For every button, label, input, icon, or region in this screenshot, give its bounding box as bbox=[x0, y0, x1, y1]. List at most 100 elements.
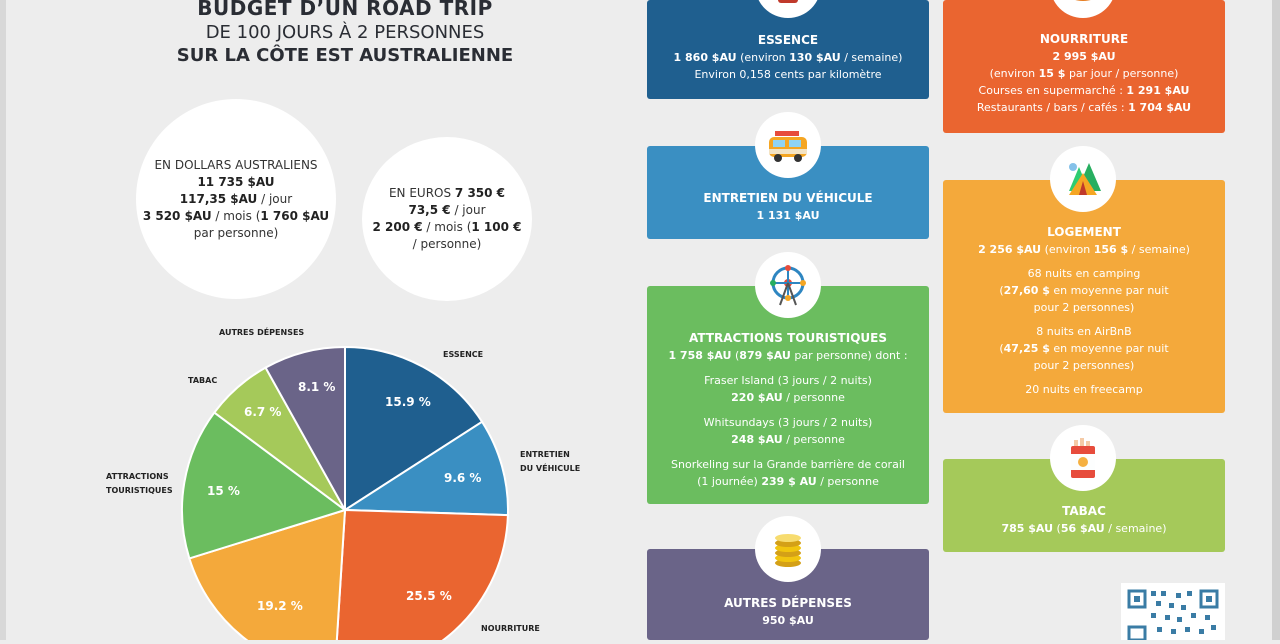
card-logement-airbnb-note: pour 2 personnes) bbox=[1033, 359, 1135, 372]
slice-essence bbox=[344, 345, 484, 512]
card-logement-airbnb-price: 47,25 $ bbox=[1003, 342, 1050, 355]
card-attractions: ATTRACTIONS TOURISTIQUES 1 758 $AU (879 … bbox=[647, 286, 929, 504]
aud-per-day-unit: / jour bbox=[257, 191, 293, 206]
card-attractions-whitsundays-price: 248 $AU bbox=[731, 433, 783, 446]
card-tabac-amount: 785 $AU bbox=[1001, 522, 1054, 535]
slice-nourriture bbox=[335, 508, 509, 640]
slice-logement bbox=[188, 508, 347, 640]
card-attractions-fraser-unit: / personne bbox=[782, 391, 845, 404]
ferris-wheel-icon bbox=[755, 252, 821, 318]
card-nourriture-daily: 15 $ bbox=[1038, 67, 1066, 80]
card-logement-title: LOGEMENT bbox=[1047, 225, 1121, 239]
qr-code bbox=[1121, 583, 1225, 642]
fuel-pump-icon bbox=[755, 0, 821, 18]
eur-per-day-unit: / jour bbox=[450, 203, 486, 217]
left-border bbox=[0, 0, 6, 640]
pie-label-entretien-1: ENTRETIEN bbox=[520, 450, 570, 459]
card-tabac-title: TABAC bbox=[1062, 504, 1106, 518]
card-logement-amount: 2 256 $AU bbox=[978, 243, 1042, 256]
pie-value-tabac: 6.7 % bbox=[244, 405, 282, 419]
card-attractions-snorkeling-unit: / personne bbox=[816, 475, 879, 488]
title-line-1: BUDGET D’UN ROAD TRIP bbox=[197, 0, 493, 20]
card-nourriture-daily-unit: par jour / personne) bbox=[1065, 67, 1179, 80]
aud-summary-circle: EN DOLLARS AUSTRALIENS 11 735 $AU 117,35… bbox=[136, 99, 336, 299]
card-attractions-snorkeling-price: 239 $ AU bbox=[761, 475, 817, 488]
card-attractions-fraser-price: 220 $AU bbox=[731, 391, 783, 404]
card-essence-paren: (environ bbox=[736, 51, 790, 64]
pie-label-attractions-2: TOURISTIQUES bbox=[106, 486, 173, 495]
eur-per-person: 1 100 € bbox=[471, 220, 522, 234]
cigarette-pack-icon bbox=[1050, 425, 1116, 491]
pie-label-attractions-1: ATTRACTIONS bbox=[106, 472, 169, 481]
card-logement-airbnb: 8 nuits en AirBnB bbox=[1036, 325, 1132, 338]
title-line-3: SUR LA CÔTE EST AUSTRALIENNE bbox=[176, 45, 514, 66]
pie-label-entretien-2: DU VÉHICULE bbox=[520, 464, 581, 473]
card-autres-title: AUTRES DÉPENSES bbox=[724, 596, 852, 610]
slice-autres bbox=[264, 345, 346, 514]
card-logement-camping: 68 nuits en camping bbox=[1027, 267, 1141, 280]
food-icon bbox=[1050, 0, 1116, 18]
card-nourriture-supermarket-price: 1 291 $AU bbox=[1126, 84, 1190, 97]
card-logement-freecamp: 20 nuits en freecamp bbox=[1025, 383, 1143, 396]
card-logement-airbnb-unit: en moyenne par nuit bbox=[1049, 342, 1169, 355]
card-essence-weekly: 130 $AU bbox=[789, 51, 841, 64]
tent-icon bbox=[1050, 146, 1116, 212]
card-attractions-per-person: 879 $AU bbox=[739, 349, 791, 362]
slice-attractions bbox=[181, 411, 348, 560]
card-logement-camping-price: 27,60 $ bbox=[1003, 284, 1050, 297]
card-logement-camping-note: pour 2 personnes) bbox=[1033, 301, 1135, 314]
card-tabac-paren: ( bbox=[1053, 522, 1061, 535]
card-nourriture: NOURRITURE 2 995 $AU (environ 15 $ par j… bbox=[943, 0, 1225, 133]
card-attractions-whitsundays: Whitsundays (3 jours / 2 nuits) bbox=[703, 416, 873, 429]
pie-value-essence: 15.9 % bbox=[385, 395, 431, 409]
card-essence-amount: 1 860 $AU bbox=[673, 51, 737, 64]
eur-total: 7 350 € bbox=[454, 186, 506, 200]
card-tabac-weekly: 56 $AU bbox=[1060, 522, 1105, 535]
card-nourriture-title: NOURRITURE bbox=[1039, 32, 1129, 46]
card-autres-amount: 950 $AU bbox=[762, 614, 814, 627]
van-icon bbox=[755, 112, 821, 178]
pie-value-attractions: 15 % bbox=[207, 484, 240, 498]
card-essence-title: ESSENCE bbox=[757, 33, 819, 47]
card-attractions-snorkeling: Snorkeling sur la Grande barrière de cor… bbox=[671, 458, 905, 471]
eur-per-month: 2 200 € bbox=[372, 220, 423, 234]
card-entretien-title: ENTRETIEN DU VÉHICULE bbox=[703, 191, 873, 205]
pie-value-autres: 8.1 % bbox=[298, 380, 336, 394]
card-tabac-weekly-unit: / semaine) bbox=[1104, 522, 1167, 535]
card-logement-weekly-unit: / semaine) bbox=[1128, 243, 1190, 256]
pie-label-autres: AUTRES DÉPENSES bbox=[219, 328, 305, 337]
aud-per-person: 1 760 $AU bbox=[260, 208, 330, 223]
card-nourriture-supermarket: Courses en supermarché : bbox=[978, 84, 1127, 97]
card-essence-weekly-unit: / semaine) bbox=[840, 51, 903, 64]
card-attractions-paren: ( bbox=[731, 349, 740, 362]
card-nourriture-restaurants-price: 1 704 $AU bbox=[1128, 101, 1192, 114]
aud-per-person-unit: par personne) bbox=[193, 225, 279, 240]
pie-value-logement: 19.2 % bbox=[257, 599, 303, 613]
card-attractions-fraser: Fraser Island (3 jours / 2 nuits) bbox=[704, 374, 872, 387]
card-entretien-amount: 1 131 $AU bbox=[756, 209, 820, 222]
pie-value-entretien: 9.6 % bbox=[444, 471, 482, 485]
aud-label: EN DOLLARS AUSTRALIENS bbox=[154, 157, 318, 172]
infographic-title: BUDGET D’UN ROAD TRIP DE 100 JOURS À 2 P… bbox=[140, 0, 550, 66]
card-attractions-title: ATTRACTIONS TOURISTIQUES bbox=[689, 331, 887, 345]
eur-summary-circle: EN EUROS 7 350 € 73,5 € / jour 2 200 € /… bbox=[362, 137, 532, 301]
card-attractions-snorkeling-dur: (1 journée) bbox=[697, 475, 762, 488]
card-logement-paren: (environ bbox=[1041, 243, 1094, 256]
eur-per-month-unit: / mois ( bbox=[422, 220, 472, 234]
card-logement-weekly: 156 $ bbox=[1093, 243, 1129, 256]
eur-per-person-unit: / personne) bbox=[412, 237, 482, 251]
aud-per-month: 3 520 $AU bbox=[142, 208, 212, 223]
pie-label-tabac: TABAC bbox=[188, 376, 218, 385]
pie-value-nourriture: 25.5 % bbox=[406, 589, 452, 603]
card-nourriture-restaurants: Restaurants / bars / cafés : bbox=[976, 101, 1129, 114]
title-line-2: DE 100 JOURS À 2 PERSONNES bbox=[205, 22, 485, 43]
card-nourriture-paren: (environ bbox=[989, 67, 1039, 80]
card-nourriture-amount: 2 995 $AU bbox=[1052, 50, 1116, 63]
eur-label: EN EUROS bbox=[388, 186, 455, 200]
card-attractions-whitsundays-unit: / personne bbox=[782, 433, 845, 446]
card-logement-camping-unit: en moyenne par nuit bbox=[1049, 284, 1169, 297]
pie-label-attractions: ATTRACTIONS TOURISTIQUES bbox=[106, 470, 173, 498]
eur-per-day: 73,5 € bbox=[408, 203, 451, 217]
slice-entretien bbox=[341, 420, 509, 517]
pie-label-essence: ESSENCE bbox=[443, 350, 484, 359]
